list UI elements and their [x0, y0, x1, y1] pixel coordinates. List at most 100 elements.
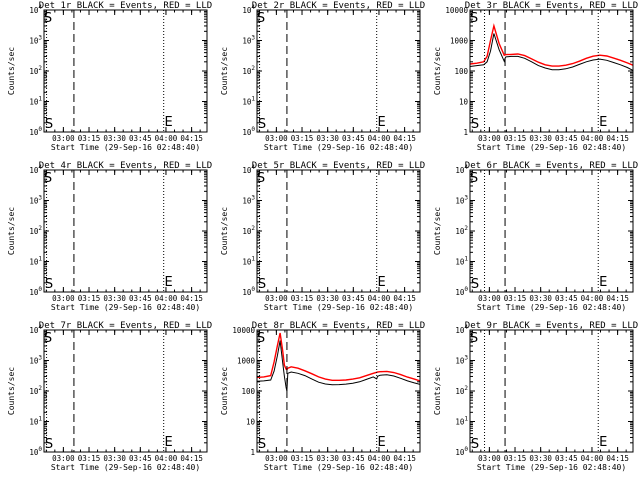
ytick-label: 102: [29, 225, 42, 236]
xtick-label: 04:00: [368, 134, 391, 143]
ytick-label: 104: [29, 164, 42, 175]
xtick-label: 03:30: [529, 134, 552, 143]
y-axis-label: Counts/sec: [433, 207, 442, 255]
marker-e: E: [165, 115, 173, 130]
ytick-label: 10000: [445, 6, 468, 15]
xtick-label: 04:15: [180, 454, 203, 463]
plot-frame: [469, 329, 634, 453]
panel-title: Det 7r BLACK = Events, RED = LLD: [39, 321, 212, 331]
ytick-label: 101: [455, 416, 468, 427]
xtick-label: 03:15: [291, 454, 314, 463]
y-axis-label: Counts/sec: [433, 47, 442, 95]
ytick-label: 100: [29, 286, 42, 297]
ytick-label: 101: [242, 96, 255, 107]
marker-e: E: [378, 115, 386, 130]
series-line-events: [256, 340, 421, 392]
ytick-label: 104: [29, 324, 42, 335]
ytick-label: 100: [241, 387, 255, 396]
ytick-label: 104: [29, 4, 42, 15]
ytick-label: 1000: [237, 357, 256, 366]
marker-s: S: [258, 437, 266, 452]
ytick-label: 104: [455, 164, 468, 175]
ytick-label: 101: [29, 416, 42, 427]
plot-frame: [469, 169, 634, 293]
xtick-label: 04:15: [393, 454, 416, 463]
marker-e: E: [599, 435, 607, 450]
xtick-label: 03:15: [504, 134, 527, 143]
ytick-label: 100: [29, 126, 42, 137]
marker-e: E: [378, 435, 386, 450]
ytick-label: 103: [29, 195, 42, 206]
ytick-label: 101: [455, 256, 468, 267]
xtick-label: 04:00: [581, 134, 604, 143]
xtick-label: 03:15: [504, 454, 527, 463]
ytick-label: 101: [29, 96, 42, 107]
marker-s: S: [45, 117, 53, 132]
x-axis-label: Start Time (29-Sep-16 02:48:40): [51, 303, 200, 312]
plot-frame: [43, 9, 208, 133]
ytick-label: 104: [242, 4, 255, 15]
ytick-label: 1: [250, 448, 255, 457]
x-axis-label: Start Time (29-Sep-16 02:48:40): [264, 303, 413, 312]
marker-s-top: S: [470, 11, 478, 26]
xtick-label: 03:45: [129, 454, 152, 463]
plot-frame: [43, 329, 208, 453]
ytick-label: 10: [246, 418, 256, 427]
y-axis-label: Counts/sec: [433, 367, 442, 415]
xtick-label: 03:00: [52, 454, 75, 463]
xtick-label: 03:45: [129, 134, 152, 143]
xtick-label: 03:15: [291, 294, 314, 303]
xtick-label: 03:45: [342, 134, 365, 143]
marker-s-top: S: [470, 171, 478, 186]
ytick-label: 10000: [232, 326, 255, 335]
panel-title: Det 1r BLACK = Events, RED = LLD: [39, 1, 212, 11]
panel-title: Det 6r BLACK = Events, RED = LLD: [465, 161, 638, 171]
marker-s: S: [258, 277, 266, 292]
xtick-label: 03:30: [316, 134, 339, 143]
xtick-label: 03:00: [478, 454, 501, 463]
panel-title: Det 3r BLACK = Events, RED = LLD: [465, 1, 638, 11]
ytick-label: 1: [463, 128, 468, 137]
ytick-label: 102: [455, 225, 468, 236]
y-axis-label: Counts/sec: [7, 47, 16, 95]
ytick-label: 102: [242, 65, 255, 76]
ytick-label: 103: [242, 195, 255, 206]
x-axis-label: Start Time (29-Sep-16 02:48:40): [264, 463, 413, 472]
xtick-label: 03:15: [78, 134, 101, 143]
xtick-label: 03:30: [103, 294, 126, 303]
ytick-label: 100: [29, 446, 42, 457]
plot-frame: [256, 9, 421, 133]
xtick-label: 04:00: [368, 294, 391, 303]
xtick-label: 03:45: [555, 294, 578, 303]
xtick-label: 03:15: [78, 454, 101, 463]
xtick-label: 04:00: [155, 294, 178, 303]
ytick-label: 102: [242, 225, 255, 236]
ytick-label: 102: [455, 385, 468, 396]
ytick-label: 103: [455, 355, 468, 366]
x-axis-label: Start Time (29-Sep-16 02:48:40): [51, 143, 200, 152]
y-axis-label: Counts/sec: [220, 47, 229, 95]
ytick-label: 100: [455, 286, 468, 297]
ytick-label: 100: [454, 67, 468, 76]
x-axis-label: Start Time (29-Sep-16 02:48:40): [477, 143, 626, 152]
xtick-label: 04:15: [393, 134, 416, 143]
xtick-label: 04:00: [581, 294, 604, 303]
panel-title: Det 8r BLACK = Events, RED = LLD: [252, 321, 425, 331]
xtick-label: 03:00: [478, 294, 501, 303]
xtick-label: 03:30: [529, 294, 552, 303]
series-line-lld: [256, 332, 421, 382]
marker-s: S: [471, 117, 479, 132]
marker-s-top: S: [44, 331, 52, 346]
xtick-label: 04:00: [155, 134, 178, 143]
xtick-label: 03:15: [78, 294, 101, 303]
xtick-label: 04:15: [393, 294, 416, 303]
xtick-label: 03:00: [478, 134, 501, 143]
xtick-label: 03:15: [504, 294, 527, 303]
marker-s: S: [471, 437, 479, 452]
ytick-label: 100: [242, 126, 255, 137]
xtick-label: 03:30: [103, 134, 126, 143]
